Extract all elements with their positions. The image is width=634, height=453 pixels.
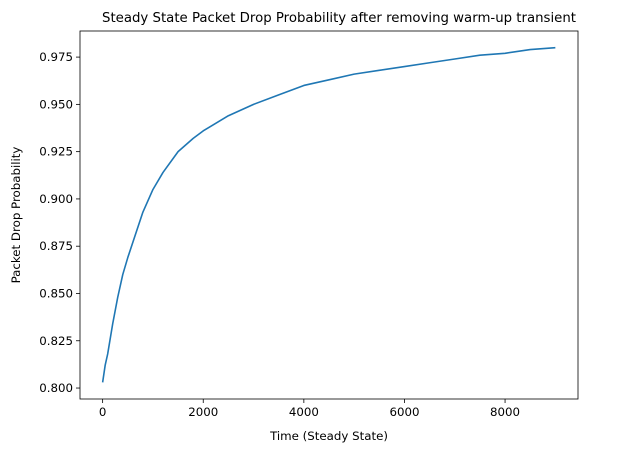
x-tick-label: 6000 (389, 405, 419, 419)
series-layer (101, 46, 556, 383)
x-tick-label: 4000 (289, 405, 319, 419)
y-tick-label: 0.900 (39, 192, 73, 206)
y-tick-label: 0.950 (39, 97, 73, 111)
axis-ticks: 0 2000 4000 6000 8000 0.800 0.825 0.850 0.875 0.9… (39, 50, 520, 419)
y-tick-label: 0.875 (39, 239, 73, 253)
y-axis-label: Packet Drop Probability (9, 147, 23, 284)
x-axis-label: Time (Steady State) (269, 429, 388, 443)
plot-area (79, 30, 579, 400)
y-tick-label: 0.825 (39, 334, 73, 348)
y-tick-label: 0.850 (39, 286, 73, 300)
y-tick-label: 0.800 (39, 381, 73, 395)
y-tick-label: 0.975 (39, 50, 73, 64)
axes-frame (79, 30, 579, 400)
x-tick-label: 2000 (188, 405, 218, 419)
x-tick-label: 8000 (490, 405, 520, 419)
y-tick-label: 0.925 (39, 145, 73, 159)
series-line (101, 46, 556, 383)
x-tick-label: 0 (99, 405, 107, 419)
chart-title: Steady State Packet Drop Probability aft… (102, 11, 576, 26)
